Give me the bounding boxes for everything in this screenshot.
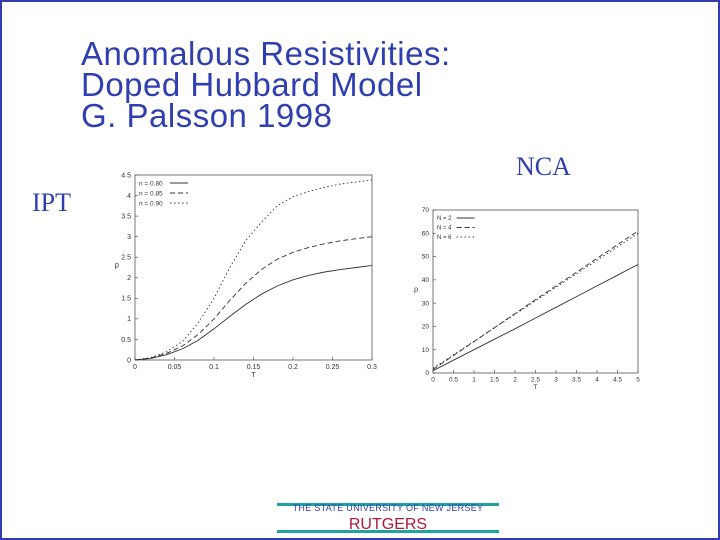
x-tick-label: 0.15 — [247, 364, 261, 371]
series-line-1 — [134, 264, 373, 361]
x-tick-label: 1 — [472, 377, 476, 384]
title-line-2: Doped Hubbard Model — [81, 66, 423, 103]
nca-label: NCA — [516, 152, 571, 181]
x-tick-label: 2 — [513, 377, 517, 384]
y-tick-label: 10 — [422, 347, 430, 354]
legend-entry-2: N = 4 — [437, 226, 452, 232]
y-tick-label: 3.5 — [121, 213, 131, 220]
university-name: THE STATE UNIVERSITY OF NEW JERSEY — [292, 503, 484, 513]
y-axis-label: ρ — [115, 261, 120, 270]
x-axis-label: T — [251, 372, 256, 379]
series-line-2 — [432, 230, 639, 370]
legend-entry-3: N = 6 — [437, 235, 452, 241]
y-tick-label: 40 — [422, 277, 430, 284]
y-tick-label: 4.5 — [121, 172, 131, 179]
y-tick-label: 0.5 — [121, 337, 131, 344]
ipt-chart: 0 0.05 0.1 0.15 0.2 0.25 0.3 0 0.5 1 1.5 2 2.5 3 3.5 4 4… — [115, 172, 377, 379]
y-tick-label: 50 — [422, 254, 430, 261]
legend-entry-2: n = 0.85 — [139, 190, 163, 197]
x-tick-label: 4 — [595, 377, 599, 384]
y-tick-label: 2.5 — [121, 255, 131, 262]
legend-entry-3: n = 0.90 — [139, 200, 163, 207]
y-tick-label: 20 — [422, 324, 430, 331]
x-tick-label: 3 — [554, 377, 558, 384]
series-line-2 — [134, 236, 373, 361]
legend-entry-1: n = 0.80 — [139, 180, 163, 187]
x-tick-label: 0.1 — [209, 364, 219, 371]
x-tick-label: 0.05 — [168, 364, 182, 371]
footer-top-bar — [277, 503, 499, 506]
x-tick-label: 0 — [133, 364, 137, 371]
y-tick-label: 60 — [422, 230, 430, 237]
y-tick-label: 1.5 — [121, 296, 131, 303]
y-tick-label: 0 — [425, 370, 429, 377]
x-tick-label: 4.5 — [613, 377, 622, 384]
x-axis-label: T — [534, 384, 538, 391]
x-tick-label: 0.5 — [449, 377, 458, 384]
series-line-3 — [134, 179, 373, 361]
slide-title: Anomalous Resistivities: Doped Hubbard M… — [81, 35, 641, 134]
x-tick-label: 0 — [431, 377, 435, 384]
footer-logo: THE STATE UNIVERSITY OF NEW JERSEY RUTGE… — [277, 502, 499, 536]
series-line-1 — [432, 264, 639, 372]
ipt-label: IPT — [32, 188, 71, 217]
title-line-3: G. Palsson 1998 — [81, 97, 333, 134]
x-tick-label: 5 — [636, 377, 640, 384]
y-tick-label: 30 — [422, 300, 430, 307]
y-tick-label: 0 — [127, 357, 131, 364]
legend-entry-1: N = 2 — [437, 216, 452, 222]
x-tick-label: 0.2 — [288, 364, 298, 371]
x-tick-label: 0.3 — [367, 364, 377, 371]
footer-bottom-bar — [277, 530, 499, 533]
x-tick-label: 2.5 — [531, 377, 540, 384]
y-tick-label: 4 — [127, 193, 131, 200]
x-tick-label: 3.5 — [572, 377, 581, 384]
title-line-1: Anomalous Resistivities: — [81, 35, 451, 72]
x-tick-label: 0.25 — [326, 364, 340, 371]
y-tick-label: 2 — [127, 275, 131, 282]
x-tick-label: 1.5 — [490, 377, 499, 384]
y-tick-label: 70 — [422, 207, 430, 214]
nca-chart: 0 0.5 1 1.5 2 2.5 3 3.5 4 4.5 5010203040506070TρN … — [414, 207, 640, 391]
y-axis-label: ρ — [414, 285, 418, 294]
rutgers-wordmark: RUTGERS — [348, 516, 428, 533]
series-line-3 — [432, 232, 639, 369]
y-tick-label: 3 — [127, 234, 131, 241]
y-tick-label: 1 — [127, 316, 131, 323]
